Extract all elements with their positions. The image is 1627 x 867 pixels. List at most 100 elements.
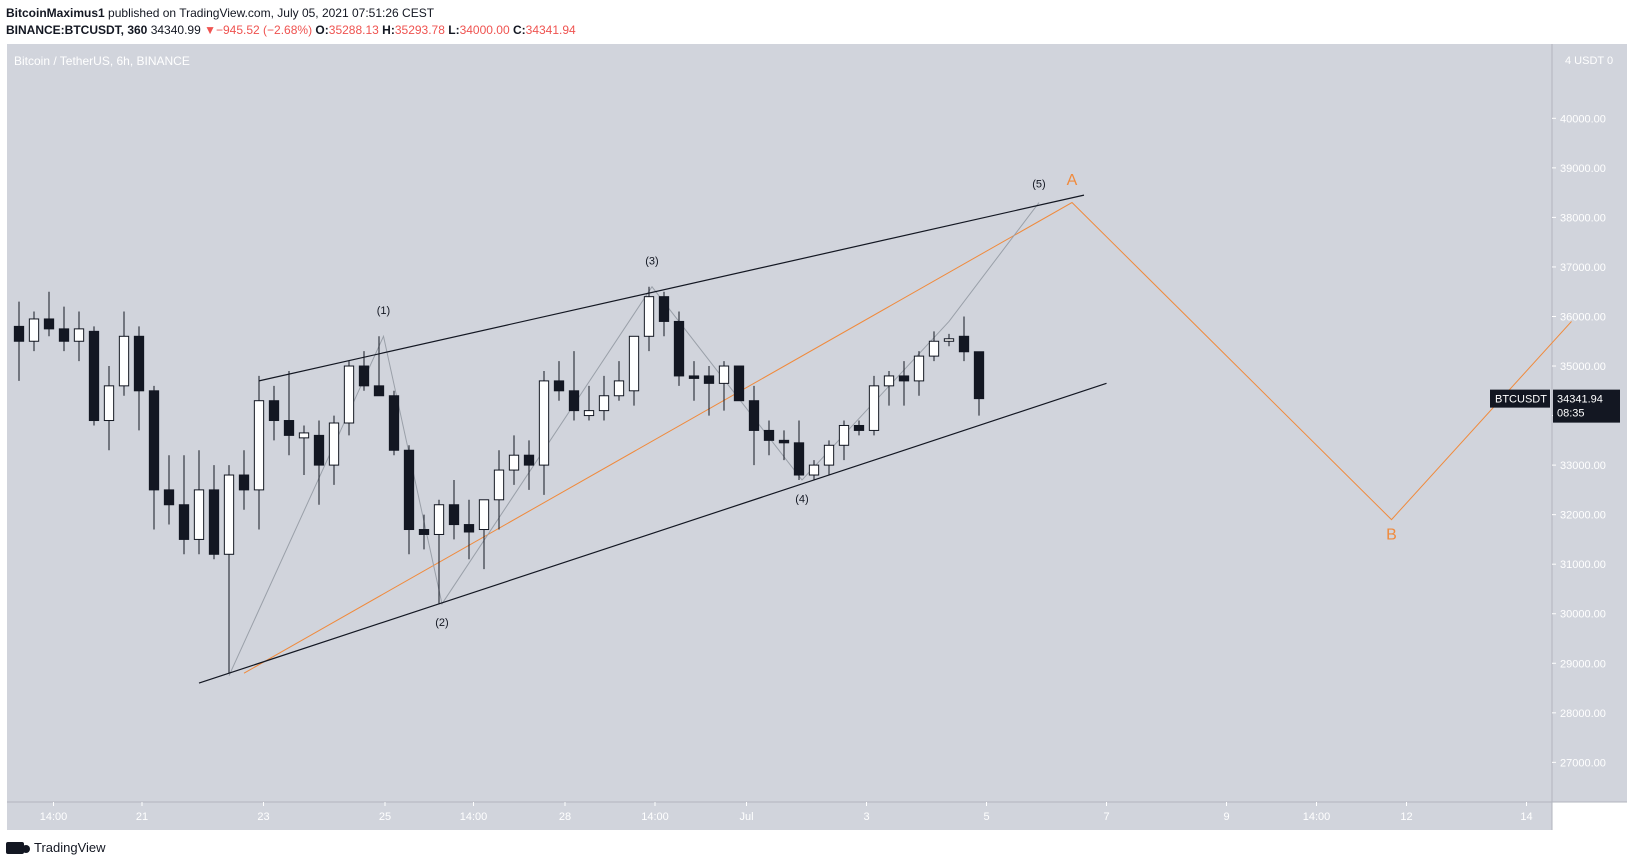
- candle[interactable]: [553, 361, 565, 401]
- candle[interactable]: [838, 420, 850, 461]
- candle[interactable]: [448, 479, 460, 540]
- wave-path[interactable]: [228, 202, 1040, 676]
- candle[interactable]: [613, 361, 625, 401]
- candle-body: [448, 504, 460, 526]
- candle[interactable]: [673, 311, 685, 386]
- candle[interactable]: [478, 499, 490, 570]
- candle[interactable]: [253, 375, 265, 530]
- candle[interactable]: [298, 425, 310, 476]
- candle[interactable]: [523, 440, 535, 490]
- y-tick-label: 40000.00: [1560, 113, 1606, 125]
- candle[interactable]: [313, 420, 325, 505]
- y-tick-label: 38000.00: [1560, 212, 1606, 224]
- candle[interactable]: [88, 326, 100, 426]
- candle[interactable]: [58, 306, 70, 352]
- y-tick-label: 27000.00: [1560, 757, 1606, 769]
- candle[interactable]: [733, 365, 745, 402]
- candle[interactable]: [508, 435, 520, 485]
- candle[interactable]: [973, 351, 985, 416]
- candle[interactable]: [568, 351, 580, 421]
- tradingview-brand: TradingView: [34, 840, 106, 855]
- candle[interactable]: [238, 450, 250, 510]
- candle[interactable]: [778, 430, 790, 461]
- author-name[interactable]: BitcoinMaximus1: [6, 6, 105, 20]
- wave-label: (4): [795, 493, 808, 505]
- candle[interactable]: [73, 311, 85, 362]
- trendline[interactable]: [258, 194, 1085, 382]
- candle[interactable]: [28, 311, 40, 352]
- candle[interactable]: [658, 291, 670, 337]
- candle[interactable]: [178, 455, 190, 555]
- candle-body: [493, 469, 505, 501]
- candle[interactable]: [133, 326, 145, 431]
- candle[interactable]: [13, 301, 25, 381]
- candle-body: [508, 454, 520, 471]
- candle[interactable]: [808, 460, 820, 480]
- candle[interactable]: [898, 361, 910, 406]
- candle[interactable]: [328, 415, 340, 485]
- candle[interactable]: [433, 499, 445, 604]
- candle-body: [133, 335, 145, 392]
- candle[interactable]: [373, 336, 385, 397]
- candle[interactable]: [358, 351, 370, 391]
- candle[interactable]: [793, 420, 805, 480]
- price-axis[interactable]: [1552, 44, 1627, 802]
- candle-body: [823, 444, 835, 466]
- candle[interactable]: [688, 361, 700, 401]
- wave-label: (1): [377, 305, 390, 317]
- candle[interactable]: [583, 385, 595, 421]
- time-axis[interactable]: [7, 802, 1552, 830]
- candle[interactable]: [763, 420, 775, 456]
- candle[interactable]: [748, 385, 760, 466]
- projection-path[interactable]: [243, 201, 1572, 674]
- candle[interactable]: [703, 366, 715, 416]
- candle[interactable]: [493, 450, 505, 530]
- candle[interactable]: [268, 385, 280, 441]
- candle-body: [763, 429, 775, 441]
- candle[interactable]: [853, 420, 865, 436]
- candle[interactable]: [103, 366, 115, 451]
- candle[interactable]: [598, 375, 610, 421]
- candle[interactable]: [118, 311, 130, 396]
- quote-line: BINANCE:BTCUSDT, 360 34340.99 ▼−945.52 (…: [6, 21, 576, 39]
- low-label: L:: [448, 23, 460, 37]
- candle[interactable]: [223, 465, 235, 674]
- x-tick-label: 14: [1520, 811, 1532, 823]
- candle[interactable]: [163, 455, 175, 525]
- candle-body: [613, 380, 625, 397]
- candle[interactable]: [718, 361, 730, 411]
- candle-body: [28, 318, 40, 342]
- chart-title: Bitcoin / TetherUS, 6h, BINANCE: [14, 54, 190, 68]
- candle[interactable]: [148, 385, 160, 530]
- candle[interactable]: [463, 499, 475, 560]
- candle[interactable]: [193, 450, 205, 555]
- candle[interactable]: [403, 445, 415, 555]
- candle[interactable]: [388, 390, 400, 456]
- candle[interactable]: [418, 514, 430, 550]
- candle[interactable]: [943, 333, 955, 347]
- candle-body: [88, 330, 100, 422]
- candle[interactable]: [868, 375, 880, 436]
- trendline[interactable]: [198, 382, 1107, 684]
- candle[interactable]: [283, 370, 295, 456]
- candle[interactable]: [883, 370, 895, 406]
- candle[interactable]: [913, 351, 925, 396]
- candle[interactable]: [538, 370, 550, 495]
- x-tick-label: 25: [379, 811, 391, 823]
- candle-body: [808, 464, 820, 476]
- candle[interactable]: [958, 316, 970, 362]
- candle[interactable]: [343, 361, 355, 436]
- candle-body: [238, 474, 250, 491]
- candle[interactable]: [43, 291, 55, 337]
- candle[interactable]: [823, 440, 835, 476]
- candle[interactable]: [928, 331, 940, 362]
- candle[interactable]: [208, 465, 220, 560]
- y-tick-label: 32000.00: [1560, 510, 1606, 522]
- candle-body: [853, 424, 865, 431]
- candle[interactable]: [643, 286, 655, 352]
- candle[interactable]: [628, 335, 640, 406]
- plot-background[interactable]: [7, 44, 1552, 802]
- high-label: H:: [382, 23, 395, 37]
- tradingview-logo[interactable]: TradingView: [6, 840, 106, 855]
